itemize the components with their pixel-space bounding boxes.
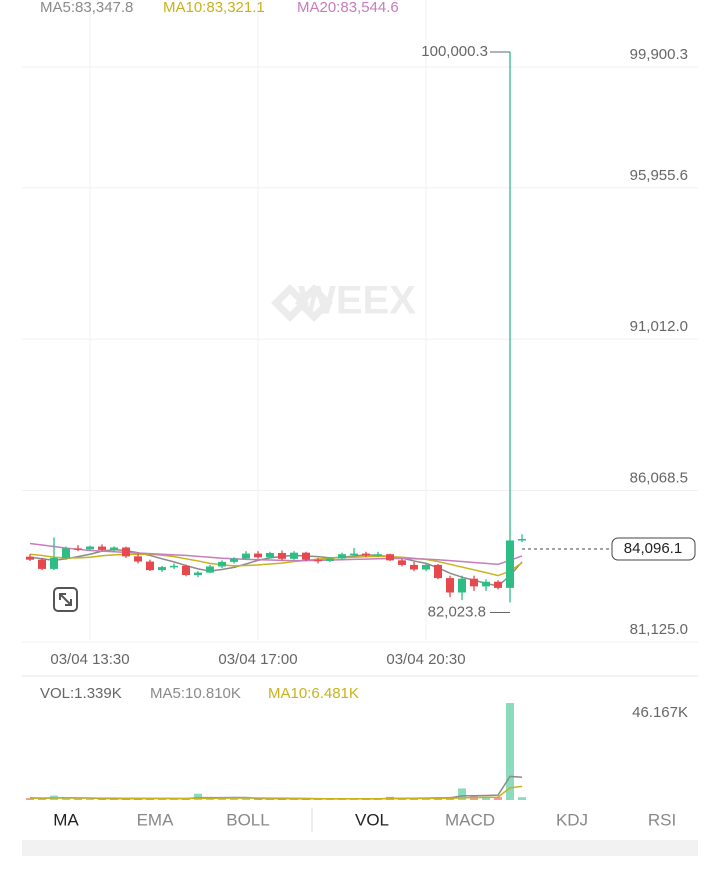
vol-ma-label: MA5:10.810K: [150, 685, 241, 702]
candle-body: [518, 539, 526, 541]
y-tick-label: 95,955.6: [630, 167, 688, 184]
candle-body: [62, 548, 70, 558]
candle-body: [410, 564, 418, 570]
candle-body: [218, 561, 226, 567]
volume-bar: [458, 788, 466, 800]
vol-ma-label: MA10:6.481K: [268, 685, 359, 702]
watermark-logo: [271, 284, 333, 322]
candle-body: [110, 547, 118, 550]
candle-body: [38, 559, 46, 569]
ma-label: MA20:83,544.6: [297, 0, 399, 16]
candle-body: [458, 578, 466, 593]
candle-body: [194, 572, 202, 576]
volume-bar: [38, 798, 46, 800]
y-tick-label: 99,900.3: [630, 46, 688, 63]
candle-body: [482, 581, 490, 587]
tab[interactable]: MA: [53, 810, 79, 829]
candle-body: [350, 553, 358, 556]
candle-body: [470, 578, 478, 587]
candle-body: [338, 554, 346, 559]
tab[interactable]: EMA: [137, 810, 175, 829]
volume-bar: [86, 798, 94, 800]
candle-body: [374, 554, 382, 556]
ma-label: MA5:83,347.8: [40, 0, 133, 16]
candle-body: [242, 553, 250, 559]
volume-bar: [98, 798, 106, 800]
candle-body: [146, 561, 154, 571]
volume-bar: [518, 797, 526, 800]
volume-bar: [242, 798, 250, 800]
tab[interactable]: RSI: [648, 810, 676, 829]
candle-body: [182, 565, 190, 576]
volume-bar: [506, 703, 514, 800]
tab[interactable]: KDJ: [556, 810, 588, 829]
candle-body: [134, 556, 142, 562]
ma-line: [29, 553, 523, 577]
volume-bar: [74, 798, 82, 800]
x-tick-label: 03/04 13:30: [50, 651, 129, 668]
last-price-label: 84,096.1: [624, 540, 682, 557]
low-label: 82,023.8: [428, 603, 486, 620]
candle-body: [326, 558, 334, 561]
candle-body: [278, 552, 286, 559]
candle-body: [386, 554, 394, 561]
last-price-box: [611, 537, 696, 561]
candle-body: [302, 552, 310, 560]
candle-body: [266, 552, 274, 558]
candle-body: [170, 565, 178, 568]
candle-body: [314, 559, 322, 562]
x-tick-label: 03/04 17:00: [218, 651, 297, 668]
vol-title: VOL:1.339K: [40, 685, 122, 702]
volume-bar: [26, 798, 34, 800]
volume-bar: [170, 798, 178, 800]
tab[interactable]: VOL: [355, 810, 389, 829]
x-tick-label: 03/04 20:30: [386, 651, 465, 668]
candle-body: [494, 581, 502, 588]
candle-body: [98, 546, 106, 550]
candle-body: [422, 564, 430, 570]
candle-body: [74, 548, 82, 550]
candle-body: [362, 553, 370, 556]
volume-bar: [254, 798, 262, 800]
candle-body: [434, 564, 442, 579]
y-tick-label: 81,125.0: [630, 621, 688, 638]
ma-line: [29, 542, 523, 566]
volume-bar: [194, 793, 202, 800]
volume-bar: [230, 798, 238, 800]
candle-body: [206, 566, 214, 573]
volume-bar: [278, 798, 286, 800]
candle-body: [50, 557, 58, 569]
volume-bar: [482, 797, 490, 800]
bottom-bar: [22, 840, 698, 856]
tab[interactable]: MACD: [445, 810, 495, 829]
tab[interactable]: BOLL: [226, 810, 269, 829]
candle-body: [254, 553, 262, 558]
candle-body: [86, 546, 94, 550]
expand-button[interactable]: [53, 587, 78, 612]
volume-bar: [218, 798, 226, 800]
y-tick-label: 46.167K: [632, 704, 688, 721]
candle-body: [446, 578, 454, 593]
y-tick-label: 86,068.5: [630, 470, 688, 487]
ma-label: MA10:83,321.1: [163, 0, 265, 16]
candle-body: [230, 558, 238, 562]
volume-bar: [158, 798, 166, 800]
candle-body: [122, 547, 130, 557]
candle-body: [26, 556, 34, 560]
y-tick-label: 91,012.0: [630, 318, 688, 335]
volume-bar: [266, 798, 274, 800]
high-label: 100,000.3: [421, 43, 488, 60]
vol-ma-line: [29, 785, 523, 800]
candle-body: [506, 540, 514, 588]
candle-body: [398, 560, 406, 565]
candle-body: [290, 552, 298, 559]
volume-bar: [494, 797, 502, 800]
volume-bar: [62, 798, 70, 800]
volume-bar: [206, 798, 214, 800]
candle-body: [158, 567, 166, 571]
